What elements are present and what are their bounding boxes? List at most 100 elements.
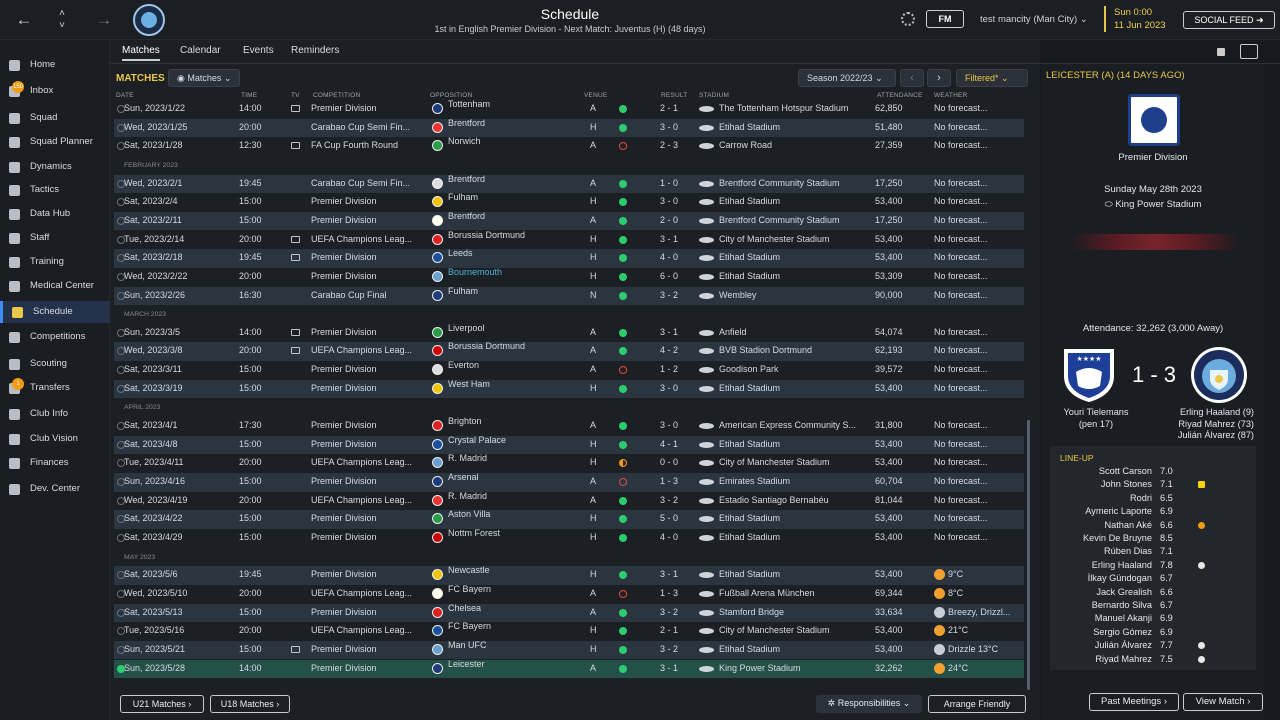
table-row[interactable]: Sun, 2023/3/5 14:00 Premier Division Liverp…: [114, 322, 1024, 343]
competition-cell[interactable]: Premier Division: [311, 270, 377, 281]
sidebar-item-club-vision[interactable]: Club Vision: [0, 428, 110, 450]
past-meetings-button[interactable]: Past Meetings ›: [1089, 693, 1179, 711]
opposition-cell[interactable]: Brighton: [448, 416, 482, 427]
lineup-player[interactable]: Sergio Gómez 6.9: [1050, 627, 1256, 640]
opponent-crest-icon[interactable]: [432, 382, 443, 394]
season-dropdown[interactable]: Season 2022/23 ⌄: [798, 69, 896, 87]
competition-cell[interactable]: Premier Division: [311, 569, 377, 580]
opponent-crest-icon[interactable]: [432, 587, 443, 599]
opponent-crest-icon[interactable]: [432, 625, 443, 637]
table-row[interactable]: Sun, 2023/2/26 16:30 Carabao Cup Final Fulh…: [114, 286, 1024, 306]
competition-cell[interactable]: UEFA Champions Leag...: [311, 587, 413, 598]
table-row[interactable]: Sat, 2023/4/29 15:00 Premier Division Nottm…: [114, 527, 1024, 548]
competition-cell[interactable]: Carabao Cup Semi Fin...: [311, 177, 411, 188]
sidebar-item-schedule[interactable]: Schedule: [0, 301, 110, 323]
view-options-icon[interactable]: [1240, 44, 1258, 59]
column-header-competition[interactable]: COMPETITION: [313, 92, 361, 99]
opponent-crest-icon[interactable]: [432, 289, 443, 301]
opponent-crest-icon[interactable]: [432, 438, 443, 450]
table-row[interactable]: Sat, 2023/4/1 17:30 Premier Division Bright…: [114, 416, 1024, 436]
lineup-player[interactable]: Jack Grealish 6.6: [1050, 587, 1256, 600]
opponent-crest-icon[interactable]: [432, 345, 443, 357]
opponent-crest-icon[interactable]: [432, 196, 443, 208]
sidebar-item-transfers[interactable]: 1 Transfers: [0, 377, 110, 399]
table-row[interactable]: Sun, 2023/5/21 15:00 Premier Division Man U…: [114, 640, 1024, 660]
competition-cell[interactable]: UEFA Champions Leag...: [311, 233, 413, 244]
opposition-cell[interactable]: Leicester: [448, 658, 485, 669]
opposition-cell[interactable]: Brentford: [448, 210, 486, 221]
opposition-cell[interactable]: Norwich: [448, 136, 481, 147]
lineup-player[interactable]: Riyad Mahrez 7.5: [1050, 654, 1256, 667]
prev-season-button[interactable]: ‹: [900, 69, 924, 87]
opponent-crest-icon[interactable]: [432, 643, 443, 655]
sidebar-item-dynamics[interactable]: Dynamics: [0, 156, 110, 178]
competition-cell[interactable]: UEFA Champions Leag...: [311, 625, 413, 636]
table-row[interactable]: Wed, 2023/4/19 20:00 UEFA Champions Leag..…: [114, 491, 1024, 511]
opposition-cell[interactable]: Crystal Palace: [448, 434, 507, 445]
lineup-player[interactable]: Manuel Akanji 6.9: [1050, 613, 1256, 626]
matches-dropdown[interactable]: ◉ Matches ⌄: [168, 69, 241, 87]
sidebar-item-club-info[interactable]: Club Info: [0, 403, 110, 425]
tab-events[interactable]: Events: [243, 45, 274, 56]
competition-cell[interactable]: Premier Division: [311, 103, 377, 113]
opposition-cell[interactable]: Liverpool: [448, 322, 485, 333]
sidebar-item-tactics[interactable]: Tactics: [0, 179, 110, 201]
tab-calendar[interactable]: Calendar: [180, 45, 221, 56]
table-row[interactable]: Tue, 2023/2/14 20:00 UEFA Champions Leag..…: [114, 229, 1024, 250]
table-row[interactable]: Tue, 2023/4/11 20:00 UEFA Champions Leag..…: [114, 453, 1024, 473]
lineup-player[interactable]: John Stones 7.1: [1050, 479, 1256, 492]
lineup-player[interactable]: Julián Álvarez 7.7: [1050, 640, 1256, 653]
up-down-icon[interactable]: ˄ ˅: [59, 8, 65, 31]
back-arrow-icon[interactable]: ←: [15, 10, 33, 29]
next-season-button[interactable]: ›: [927, 69, 951, 87]
sidebar-item-scouting[interactable]: Scouting: [0, 353, 110, 375]
opponent-crest-icon[interactable]: [432, 177, 443, 189]
column-header-result[interactable]: RESULT: [661, 92, 688, 99]
leicester-crest-icon[interactable]: ★★★★: [1060, 346, 1118, 404]
column-header-opposition[interactable]: OPPOSITION: [430, 92, 473, 99]
opposition-cell[interactable]: Bournemouth: [448, 266, 503, 277]
opposition-cell[interactable]: West Ham: [448, 378, 490, 389]
u21-matches-button[interactable]: U21 Matches ›: [120, 695, 204, 713]
opposition-cell[interactable]: FC Bayern: [448, 583, 492, 594]
opposition-cell[interactable]: Fulham: [448, 192, 479, 203]
competition-cell[interactable]: Premier Division: [311, 364, 377, 375]
opposition-cell[interactable]: Leeds: [448, 248, 473, 259]
tab-reminders[interactable]: Reminders: [291, 45, 340, 56]
lineup-player[interactable]: Rúben Dias 7.1: [1050, 546, 1256, 559]
column-header-venue[interactable]: VENUE: [584, 92, 608, 99]
opponent-crest-icon[interactable]: [432, 233, 443, 245]
opposition-cell[interactable]: Nottm Forest: [448, 527, 501, 538]
column-header-tv[interactable]: TV: [291, 92, 300, 99]
table-row[interactable]: Wed, 2023/1/25 20:00 Carabao Cup Semi Fin.…: [114, 118, 1024, 138]
opposition-cell[interactable]: Brentford: [448, 173, 486, 184]
competition-cell[interactable]: Premier Division: [311, 196, 377, 207]
opponent-crest-icon[interactable]: [432, 364, 443, 376]
competition-cell[interactable]: UEFA Champions Leag...: [311, 457, 413, 468]
table-row[interactable]: Tue, 2023/5/16 20:00 UEFA Champions Leag..…: [114, 621, 1024, 641]
lineup-player[interactable]: Aymeric Laporte 6.9: [1050, 506, 1256, 519]
opponent-crest-icon[interactable]: [432, 662, 443, 674]
competition-cell[interactable]: Carabao Cup Final: [311, 289, 387, 300]
competition-cell[interactable]: Premier Division: [311, 476, 377, 486]
opponent-crest-icon[interactable]: [432, 494, 443, 506]
sidebar-item-inbox[interactable]: 150 Inbox: [0, 80, 110, 102]
sidebar-item-medical-center[interactable]: Medical Center: [0, 275, 110, 297]
opponent-crest-icon[interactable]: [432, 121, 443, 133]
table-row[interactable]: Sat, 2023/5/6 19:45 Premier Division Newcas…: [114, 565, 1024, 585]
arrange-friendly-button[interactable]: Arrange Friendly: [928, 695, 1026, 713]
column-header-weather[interactable]: WEATHER: [934, 92, 968, 99]
opponent-crest-icon[interactable]: [432, 457, 443, 469]
forward-arrow-icon[interactable]: →: [95, 10, 113, 29]
opponent-crest-icon[interactable]: [432, 252, 443, 264]
competition-cell[interactable]: UEFA Champions Leag...: [311, 345, 413, 356]
table-row[interactable]: Sat, 2023/3/19 15:00 Premier Division West …: [114, 378, 1024, 399]
man-city-crest-icon[interactable]: [1190, 346, 1248, 404]
sidebar-item-competitions[interactable]: Competitions: [0, 326, 110, 348]
table-row[interactable]: Sat, 2023/4/22 15:00 Premier Division Aston…: [114, 509, 1024, 529]
settings-icon[interactable]: [901, 12, 915, 26]
opponent-crest-icon[interactable]: [432, 140, 443, 152]
opposition-cell[interactable]: Borussia Dortmund: [448, 229, 526, 240]
opponent-crest-icon[interactable]: [432, 569, 443, 581]
fm-button[interactable]: FM: [926, 10, 964, 28]
